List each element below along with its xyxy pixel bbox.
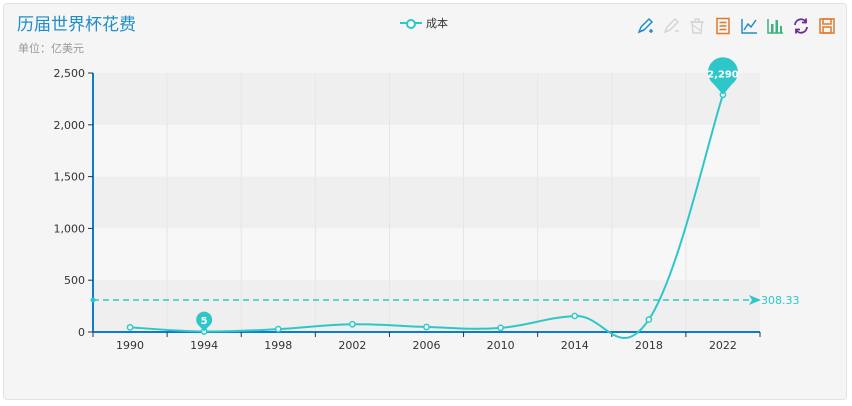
restore-button[interactable] [789, 14, 813, 38]
x-axis-tick-label: 1998 [264, 339, 292, 352]
legend-item-cost[interactable]: 成本 [400, 14, 448, 32]
x-axis-tick-label: 1994 [190, 339, 218, 352]
mark-pin-shape [707, 57, 738, 95]
clear-marks-icon [690, 18, 704, 34]
x-axis-tick-label: 2014 [561, 339, 589, 352]
save-image-icon [819, 18, 835, 34]
x-axis-tick-label: 2002 [338, 339, 366, 352]
split-area-band [93, 124, 760, 177]
mark-pen-button[interactable] [633, 14, 657, 38]
mark-pin-label: 5 [201, 316, 208, 327]
data-point [274, 325, 282, 333]
split-area-band [93, 176, 760, 229]
mark-pin-shape [196, 311, 213, 332]
average-line-start-dot [90, 297, 96, 303]
split-area-band [93, 73, 760, 125]
data-view-button[interactable] [711, 14, 735, 38]
series-line-cost [130, 94, 724, 339]
y-axis-tick-label: 500 [64, 274, 85, 287]
restore-icon [794, 18, 808, 34]
legend-line-marker-icon [400, 18, 422, 29]
x-axis-tick-label: 1990 [116, 339, 144, 352]
bar-chart-button[interactable] [763, 14, 787, 38]
min-mark-pin: 5 [196, 311, 213, 332]
chart-subtitle: 单位：亿美元 [18, 42, 84, 55]
line-chart-icon [741, 19, 757, 34]
average-line-arrow [749, 295, 761, 306]
x-axis-tick-label: 2022 [709, 339, 737, 352]
data-view-icon [716, 17, 730, 35]
save-image-button[interactable] [815, 14, 839, 38]
data-point [423, 323, 430, 331]
data-point [571, 312, 579, 320]
mark-eraser-button[interactable] [659, 14, 683, 38]
data-point [645, 316, 653, 323]
mark-pin-label: 2,290 [707, 69, 739, 80]
y-axis-tick-label: 1,500 [54, 171, 86, 184]
clear-marks-button[interactable] [685, 14, 709, 38]
y-axis-tick-label: 2,000 [54, 119, 86, 132]
mark-pen-icon [637, 17, 654, 34]
y-axis-tick-label: 2,500 [54, 67, 86, 80]
bar-chart-icon [767, 19, 783, 34]
legend-label: 成本 [426, 17, 448, 30]
average-line-label: 308.33 [761, 294, 800, 307]
data-point [126, 323, 134, 331]
toolbox [633, 14, 841, 38]
y-axis-tick-label: 0 [78, 326, 85, 339]
x-axis-tick-label: 2006 [413, 339, 441, 352]
line-chart-button[interactable] [737, 14, 761, 38]
data-point [497, 324, 504, 332]
y-axis-tick-label: 1,000 [54, 222, 86, 235]
chart-title: 历届世界杯花费 [17, 15, 136, 35]
max-mark-pin: 2,290 [707, 57, 739, 95]
split-area-band [93, 228, 760, 281]
x-axis-tick-label: 2010 [487, 339, 515, 352]
x-axis-tick-label: 2018 [635, 339, 663, 352]
mark-eraser-icon [663, 17, 680, 34]
data-point [349, 320, 356, 328]
